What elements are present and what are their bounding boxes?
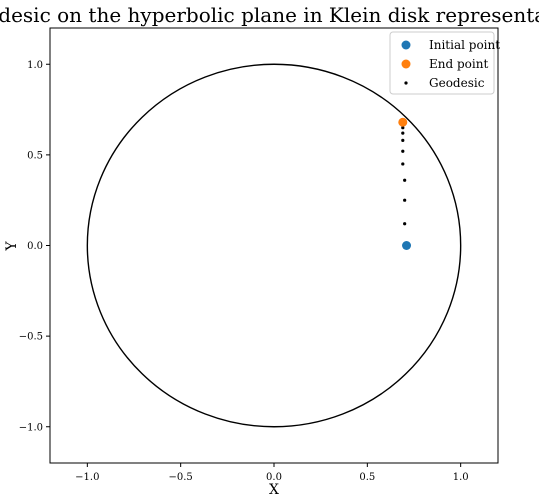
- legend: Initial point End point Geodesic: [389, 31, 500, 95]
- legend-label: End point: [429, 57, 488, 71]
- geodesic-marker: [401, 138, 405, 142]
- initial-point-marker: [402, 241, 412, 250]
- geodesic-marker: [403, 222, 407, 226]
- legend-box: [389, 31, 495, 95]
- x-tick-label: 0.0: [266, 472, 282, 483]
- geodesic-marker: [401, 126, 405, 130]
- legend-label: Geodesic: [429, 76, 485, 90]
- y-tick-label: 1.0: [27, 60, 43, 71]
- geodesic-marker: [403, 198, 407, 202]
- geodesic-marker: [401, 162, 405, 166]
- geodesic-marker: [403, 178, 407, 182]
- legend-marker: [401, 40, 411, 50]
- legend-label: Initial point: [429, 38, 500, 52]
- boundary-layer: [86, 63, 462, 428]
- x-tick-label: −0.5: [169, 472, 193, 483]
- chart-title: Geodesic on the hyperbolic plane in Klei…: [0, 3, 539, 27]
- end-point-marker: [398, 117, 408, 127]
- points-layer: [398, 117, 412, 250]
- y-axis-label: Y: [4, 241, 20, 252]
- unit-circle-boundary: [86, 63, 462, 428]
- geodesic-marker: [401, 149, 405, 153]
- y-tick-label: −1.0: [19, 422, 43, 433]
- x-tick-label: 0.5: [359, 472, 375, 483]
- y-tick-label: −0.5: [19, 332, 43, 343]
- x-tick-label: −1.0: [75, 472, 99, 483]
- geodesic-marker: [401, 131, 405, 135]
- ticks-layer: −1.0 −0.5 0.0 0.5 1.0 −1.0 −0.5 0.0 0.5 1.0: [19, 60, 469, 483]
- legend-marker: [404, 81, 408, 85]
- x-tick-label: 1.0: [453, 472, 469, 483]
- y-tick-label: 0.5: [27, 150, 43, 161]
- legend-marker: [401, 59, 411, 69]
- x-axis-label: X: [269, 482, 279, 498]
- y-tick-label: 0.0: [27, 241, 43, 252]
